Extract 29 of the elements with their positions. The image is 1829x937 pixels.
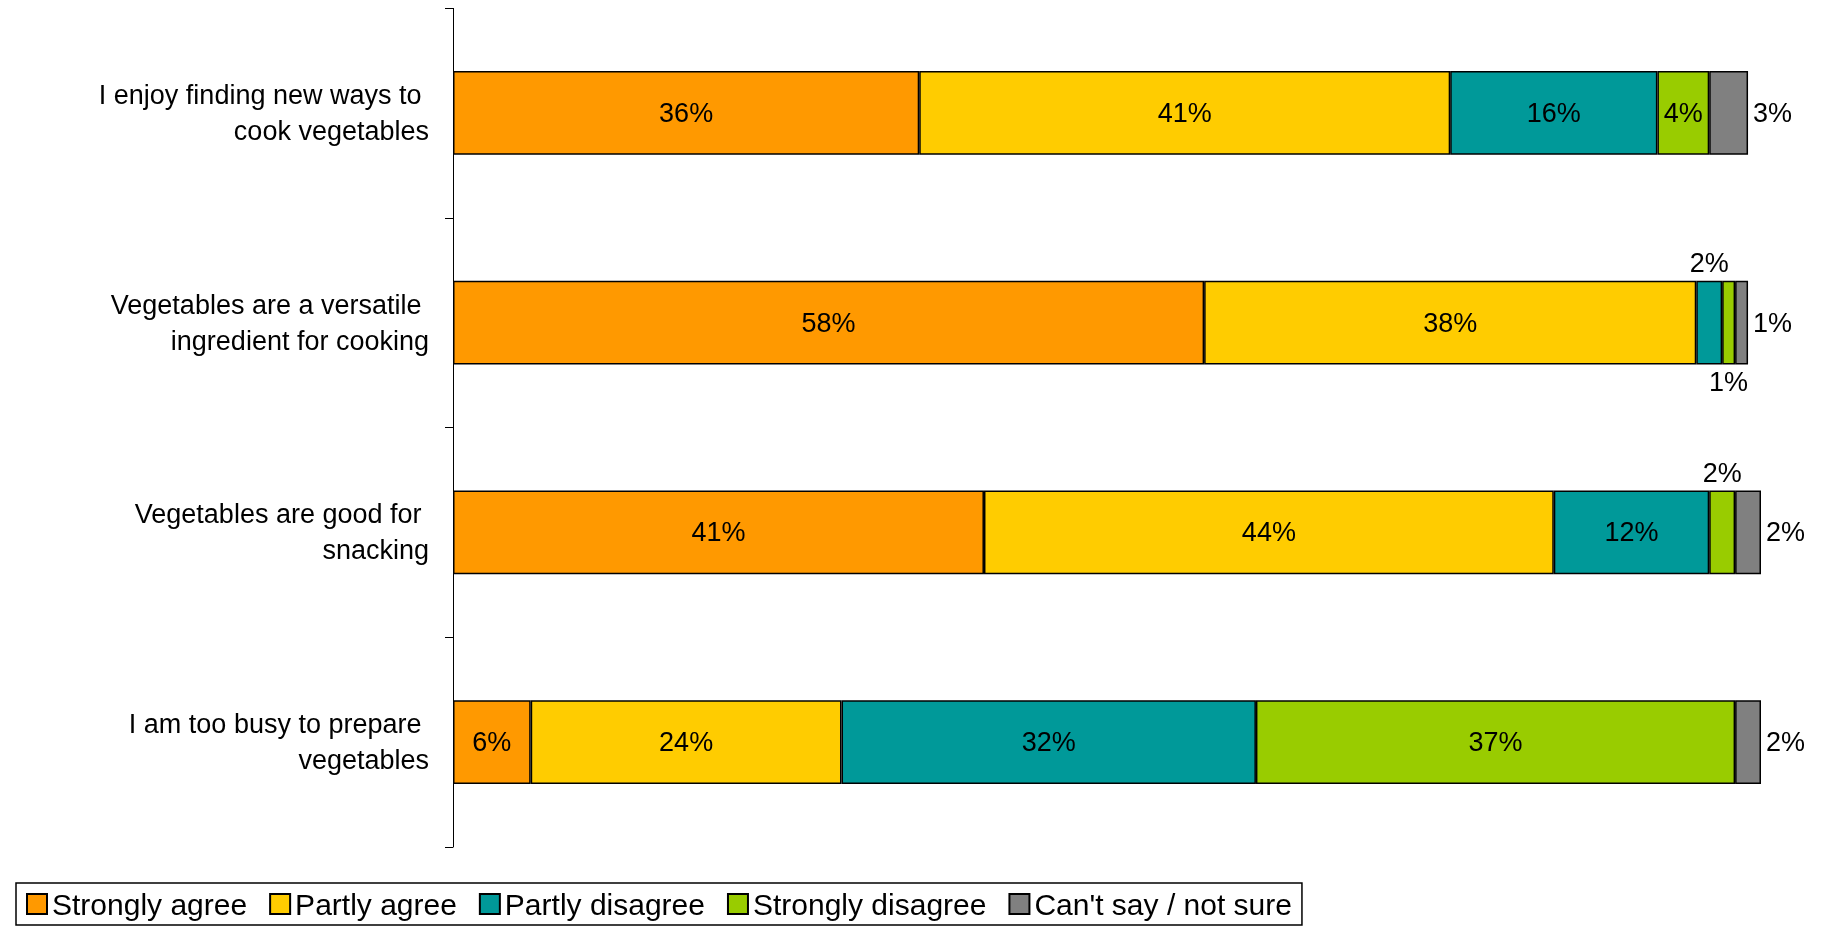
y-tick-label: I am too busy to prepare vegetables [128,709,429,776]
data-label: 2% [1689,248,1729,279]
legend-label: Can't say / not sure [1034,887,1292,921]
data-label: 38% [1423,307,1478,338]
data-label: 12% [1604,517,1659,548]
legend-label: Partly disagree [504,887,705,921]
data-label: 6% [472,727,512,758]
legend-label: Strongly agree [52,887,248,921]
data-label: 32% [1021,727,1076,758]
data-label: 2% [1766,727,1806,758]
data-label: 24% [659,727,714,758]
y-tick-label: Vegetables are a versatile ingredient for cooking [110,289,429,356]
y-tick-label: Vegetables are good for snacking [134,499,429,566]
data-label: 2% [1702,457,1742,488]
data-label: 2% [1766,517,1806,548]
data-label: 3% [1753,97,1793,128]
data-label: 58% [801,307,856,338]
data-label: 4% [1663,97,1703,128]
legend-label: Strongly disagree [752,887,987,921]
data-label: 44% [1241,517,1296,548]
data-label: 41% [691,517,746,548]
data-label: 1% [1709,367,1749,398]
data-label: 37% [1468,727,1523,758]
data-label: 16% [1526,97,1581,128]
data-label: 36% [659,97,714,128]
data-label: 41% [1157,97,1212,128]
data-label: 1% [1753,307,1793,338]
y-tick-label: I enjoy finding new ways to cook vegetables [98,79,429,146]
legend-label: Partly agree [295,887,457,921]
